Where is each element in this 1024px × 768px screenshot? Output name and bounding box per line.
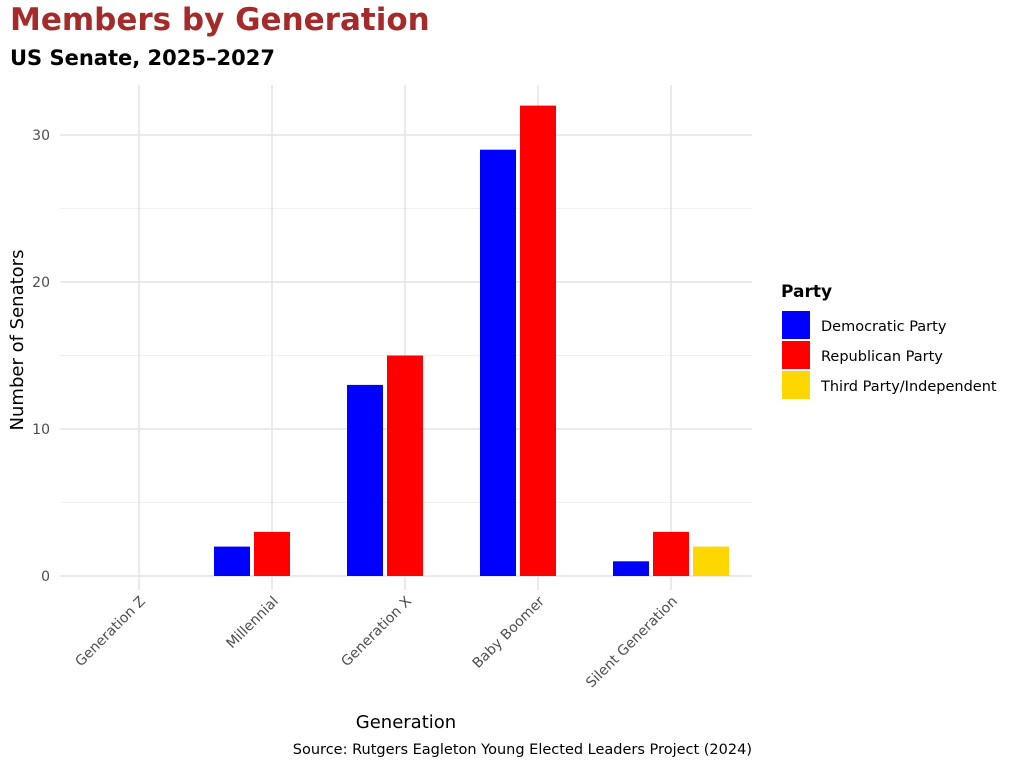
x-tick-label: Millennial [224,594,282,652]
x-tick-label: Baby Boomer [470,593,548,671]
legend-title: Party [781,282,832,302]
y-tick-label: 10 [32,422,50,438]
x-tick-label: Generation X [338,593,415,670]
y-tick-label: 20 [32,275,50,291]
legend-label: Democratic Party [821,319,947,335]
bar-republican-party-4 [653,531,689,576]
legend-swatch [782,311,810,339]
bar-third-party-independent-4 [693,546,729,576]
chart-subtitle: US Senate, 2025–2027 [10,46,275,70]
y-tick-label: 0 [41,569,50,585]
y-tick-label: 30 [32,128,50,144]
y-axis-title: Number of Senators [7,250,28,431]
legend-swatch [782,371,810,399]
bar-republican-party-1 [254,531,290,576]
y-tick-labels: 0 10 20 30 [32,128,50,585]
caption: Source: Rutgers Eagleton Young Elected L… [293,742,752,758]
x-tick-labels: Generation Z Millennial Generation X Baby B… [72,593,680,691]
bars [214,105,729,576]
bar-democratic-party-4 [613,561,649,576]
x-tick-label: Generation Z [72,594,148,670]
chart-title: Members by Generation [10,2,430,38]
bar-democratic-party-1 [214,546,250,576]
x-tick-label: Silent Generation [583,594,681,692]
bar-republican-party-2 [387,355,423,576]
x-axis-title: Generation [356,712,456,733]
bar-republican-party-3 [520,105,556,576]
bar-democratic-party-3 [480,149,516,576]
legend: Party Democratic Party Republican Party Th… [781,282,997,399]
legend-label: Third Party/Independent [820,379,997,395]
bar-democratic-party-2 [347,384,383,576]
legend-label: Republican Party [821,349,943,365]
legend-swatch [782,341,810,369]
